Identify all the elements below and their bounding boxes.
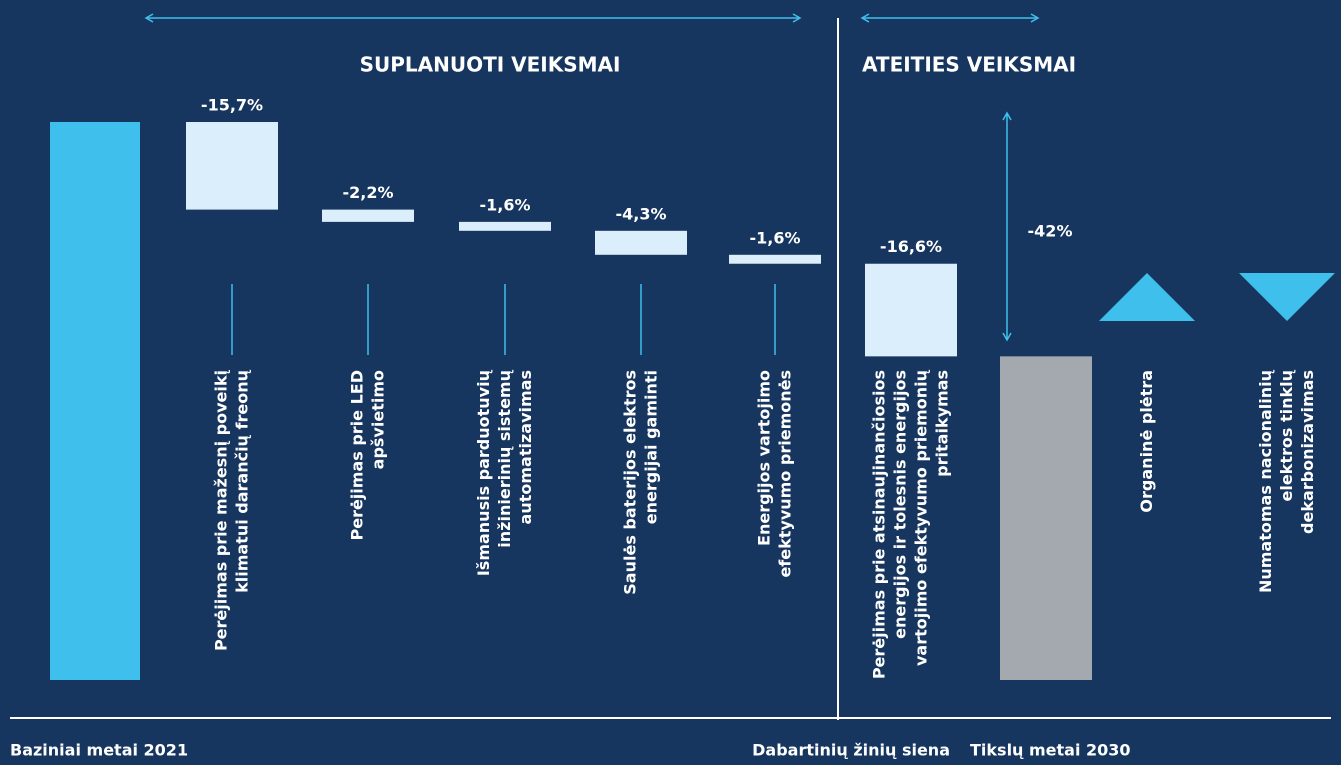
step-bar [186,122,278,210]
value-label: -4,3% [615,204,666,223]
step-bar [459,221,551,231]
category-label: Perėjimas prie LED apšvietimo [347,370,387,541]
base-bar [50,122,140,680]
total-arrow [1002,111,1012,342]
category-label: Išmanusis parduotuvių inžinierinių sistem… [474,369,535,576]
value-label: -15,7% [201,96,263,115]
base-label: Baziniai metai 2021 [10,741,188,760]
total-label: -42% [1028,222,1073,241]
marker-triangle [1239,273,1335,321]
value-label: -16,6% [880,237,942,256]
step-bar [595,230,687,255]
category-label: Perėjimas prie mažesnį poveikį klimatui d… [211,369,251,651]
target-label: Tikslų metai 2030 [970,741,1131,760]
value-label: -1,6% [479,195,530,214]
step-bar [322,209,414,222]
value-label: -2,2% [342,183,393,202]
category-label: Saulės baterijos elektros energijai gamin… [620,370,660,595]
marker-triangle [1099,273,1195,321]
category-label: Organinė plėtra [1137,370,1156,513]
step-bar [865,263,957,357]
category-label: Perėjimas prie atsinaujinančiosios energi… [869,369,951,679]
category-label: Numatomas nacionalinių elektros tinklų dek… [1256,369,1317,593]
value-label: -1,6% [749,228,800,247]
section-title: ATEITIES VEIKSMAI [862,53,1076,77]
step-bar [729,254,821,264]
wall-label: Dabartinių žinių siena [752,741,950,760]
section-title: SUPLANUOTI VEIKSMAI [360,53,621,77]
category-label: Energijos vartojimo efektyvumo priemonės [754,370,794,578]
target-bar [1000,356,1092,680]
section-arrows [144,13,1040,23]
